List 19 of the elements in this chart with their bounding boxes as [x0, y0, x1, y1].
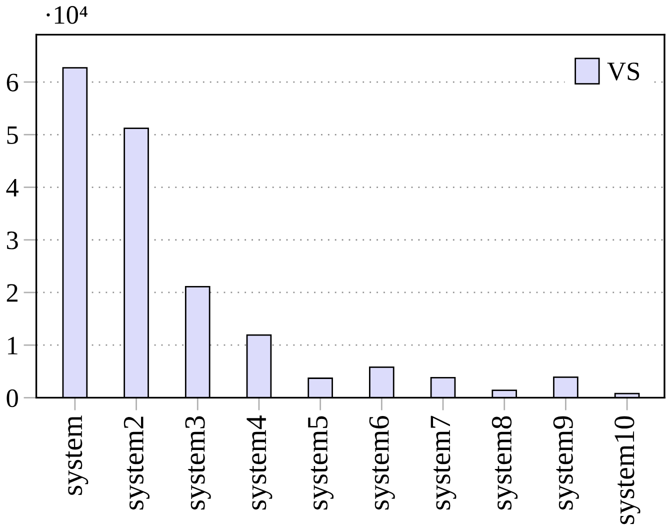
x-tick-label: system5: [308, 416, 334, 510]
y-tick-label: 6: [6, 74, 18, 92]
text: ·10⁴: [46, 6, 88, 24]
y-tick-label: 1: [8, 336, 18, 354]
x-tick-label: system: [65, 416, 88, 495]
x-tick-label: system2: [124, 416, 150, 510]
x-tick-label: system9: [553, 416, 579, 510]
y-tick-label: 3: [7, 232, 18, 250]
x-tick-label: system4: [246, 416, 272, 510]
x-tick-label: system8: [492, 416, 518, 510]
x-tick-label: system7: [430, 416, 456, 510]
y-tick-label: 5: [7, 126, 18, 144]
y-tick-label: 0: [6, 389, 18, 408]
legend-label: VS: [607, 62, 640, 80]
y-tick-label: 4: [6, 179, 19, 196]
y-tick-label: 2: [6, 284, 18, 302]
x-tick-label: system10: [614, 416, 640, 524]
x-tick-label: system3: [185, 416, 211, 510]
x-tick-label: system6: [369, 416, 395, 510]
